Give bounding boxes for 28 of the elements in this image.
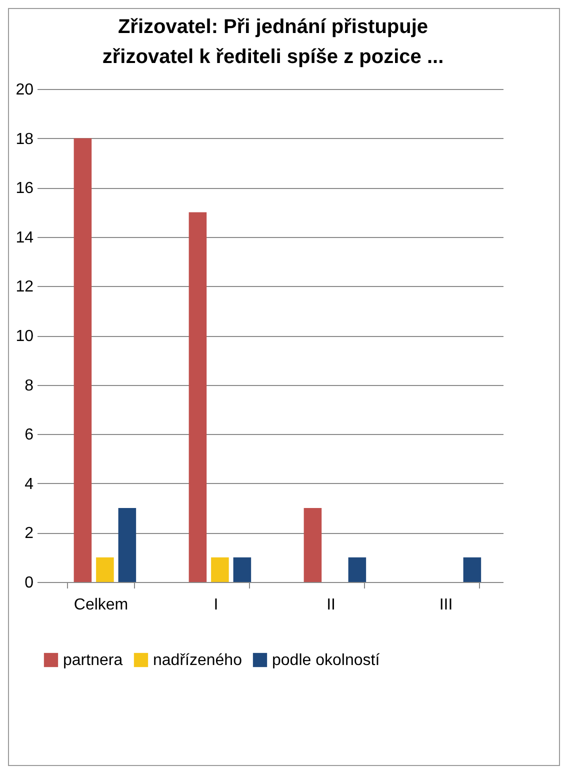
bar bbox=[304, 508, 322, 582]
y-tick-label: 12 bbox=[16, 278, 34, 296]
y-tick-label: 0 bbox=[24, 574, 34, 592]
bar bbox=[233, 557, 252, 582]
x-tick-label: II bbox=[326, 596, 336, 614]
y-tick-label: 6 bbox=[24, 426, 34, 444]
y-tick-label: 8 bbox=[24, 377, 34, 394]
x-tick-label: I bbox=[214, 596, 218, 614]
bar bbox=[188, 212, 207, 582]
bar bbox=[96, 557, 114, 582]
y-tick-label: 2 bbox=[24, 525, 34, 542]
bar bbox=[348, 557, 366, 582]
bar bbox=[211, 557, 229, 582]
y-tick-label: 4 bbox=[24, 476, 34, 493]
y-tick-label: 16 bbox=[16, 180, 34, 198]
legend-label: nadřízeného bbox=[153, 652, 242, 669]
bar bbox=[74, 138, 92, 582]
y-tick-label: 10 bbox=[16, 328, 34, 345]
y-tick-label: 20 bbox=[16, 82, 34, 98]
bar bbox=[118, 508, 136, 582]
chart-title: Zřizovatel: Při jednání přistupuje zřizovatel k řediteli spíše z pozice ... bbox=[102, 16, 444, 68]
y-tick-label: 18 bbox=[16, 130, 34, 148]
bar bbox=[463, 557, 482, 582]
y-tick-label: 14 bbox=[16, 229, 34, 246]
legend-label: partnera bbox=[63, 652, 123, 669]
x-tick-label: Celkem bbox=[74, 596, 128, 614]
x-tick-label: III bbox=[439, 596, 453, 614]
legend-label: podle okolností bbox=[272, 652, 380, 669]
